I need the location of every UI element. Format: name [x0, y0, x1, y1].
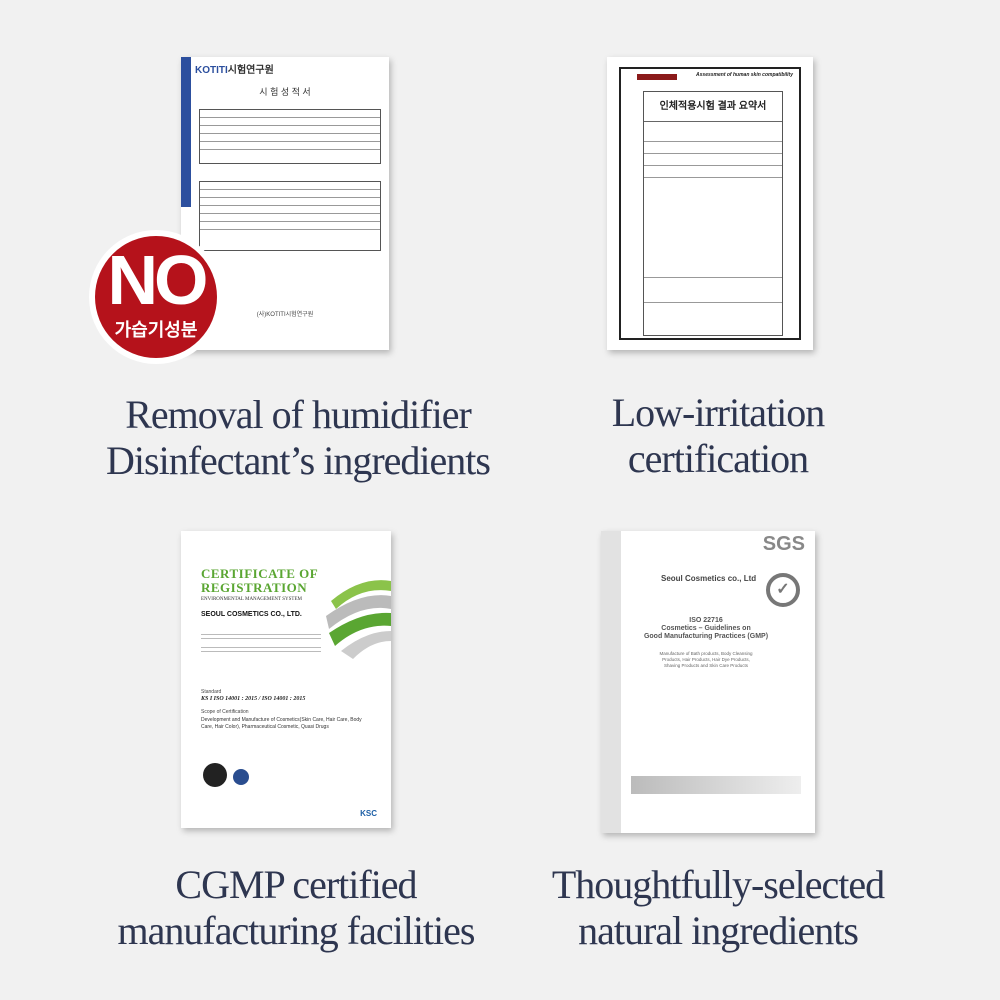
- standard-number: ISO 22716: [689, 617, 723, 624]
- caption-low-irritation: Low-irritation certification: [468, 390, 968, 482]
- caption-line: Low-irritation: [611, 390, 826, 435]
- standard-label: Standard: [201, 689, 222, 695]
- sgs-footer-graphic: [631, 776, 801, 794]
- sgs-check-icon: ✓: [766, 573, 800, 607]
- skin-test-summary-image: Assessment of human skin compatibility 인…: [607, 57, 813, 350]
- standard-value: KS I ISO 14001 : 2015 / ISO 14001 : 2015: [201, 696, 306, 702]
- kotiti-logo-ko: 시험연구원: [227, 65, 274, 76]
- caption-line: CGMP certified: [175, 862, 417, 907]
- kotiti-logo: KOTITI: [195, 65, 228, 76]
- report-footer: (사)KOTITI시험연구원: [256, 312, 314, 318]
- cert-company: SEOUL COSMETICS CO., LTD.: [201, 611, 302, 618]
- sgs-iso22716-certificate-image: SGS Seoul Cosmetics co., Ltd ✓ ISO 22716…: [601, 531, 815, 833]
- no-badge-subtext: 가습기성분: [114, 320, 198, 340]
- caption-humidifier: Removal of humidifier Disinfectant’s ing…: [48, 392, 548, 484]
- caption-line: certification: [627, 436, 809, 481]
- caption-line: manufacturing facilities: [117, 908, 476, 953]
- kotiti-side-bar: [181, 57, 191, 207]
- standard-title-line: Good Manufacturing Practices (GMP): [643, 633, 769, 640]
- iso14001-certificate-image: CERTIFICATE OF REGISTRATION ENVIRONMENTA…: [181, 531, 391, 828]
- scope-value: Development and Manufacture of Cosmetics…: [201, 717, 362, 730]
- sgs-watermark-strip: [601, 531, 621, 833]
- summary-title: 인체적용시험 결과 요약서: [644, 92, 782, 122]
- caption-line: natural ingredients: [578, 908, 859, 953]
- cert-title-line: REGISTRATION: [201, 580, 308, 595]
- globe-graphic: [326, 580, 391, 659]
- caption-cgmp: CGMP certified manufacturing facilities: [46, 862, 546, 954]
- caption-line: Thoughtfully-selected: [551, 862, 885, 907]
- cert-subtitle: ENVIRONMENTAL MANAGEMENT SYSTEM: [201, 597, 302, 602]
- no-badge: NO 가습기성분: [89, 230, 223, 364]
- standard-title-line: Cosmetics – Guidelines on: [661, 625, 751, 632]
- sgs-logo: SGS: [762, 533, 805, 555]
- no-badge-text: NO: [107, 241, 209, 319]
- caption-line: Removal of humidifier: [125, 392, 472, 437]
- report-code-label: [637, 74, 677, 80]
- cert-title-line: CERTIFICATE OF: [201, 566, 319, 581]
- seal-icon: [203, 763, 227, 787]
- scope-label: Scope of Certification: [201, 709, 249, 715]
- report-title: 시 험 성 적 서: [259, 87, 311, 97]
- header-right: Assessment of human skin compatibility: [696, 72, 793, 78]
- caption-line: Disinfectant’s ingredients: [106, 438, 491, 483]
- scope-value: Manufacture of Bath products, Body Clean…: [659, 651, 753, 668]
- iaf-icon: [233, 769, 249, 785]
- cert-company: Seoul Cosmetics co., Ltd: [661, 574, 757, 583]
- caption-natural-ingredients: Thoughtfully-selected natural ingredient…: [468, 862, 968, 954]
- ksc-logo: KSC: [360, 809, 377, 818]
